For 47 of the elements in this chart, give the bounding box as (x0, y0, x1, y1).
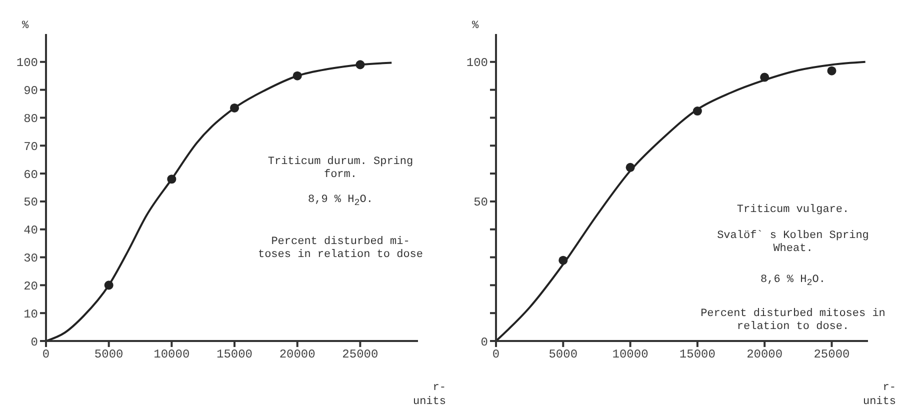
y-tick-label: 0 (480, 335, 488, 350)
point (104, 280, 114, 290)
y-tick-label: 20 (24, 279, 38, 294)
y-axis-title: % (22, 20, 29, 32)
annotation: 8,9 % H$_{2}$O. (307, 194, 374, 210)
x-tick-label: 20000 (746, 348, 783, 362)
x-tick-label: 25000 (342, 348, 378, 362)
x-tick-label: 0 (492, 348, 500, 362)
y-tick-label: 70 (24, 140, 38, 154)
x-axis-title: r-units (862, 381, 896, 409)
y-tick-label: 30 (24, 252, 38, 266)
point (292, 71, 302, 80)
point (356, 60, 365, 70)
x-tick-label: 10000 (612, 348, 648, 362)
x-tick-label: 10000 (154, 348, 190, 362)
annotation: 8,6 % H$_{2}$O. (760, 274, 826, 290)
x-tick-label: 5000 (548, 348, 578, 362)
annotation: Triticum durum. Spring form. (266, 156, 414, 182)
y-tick-label: 60 (24, 168, 38, 182)
annotation: Svalöf` s Kolben Spring Wheat. (716, 230, 870, 256)
x-tick-label: 15000 (216, 348, 253, 362)
x-tick-label: 25000 (814, 348, 850, 362)
annotation: Percent disturbed mi- toses in relation to dose (256, 236, 424, 262)
y-tick-label: 90 (24, 84, 38, 98)
point (760, 72, 770, 82)
y-axis-title: % (472, 20, 479, 32)
point (558, 256, 568, 265)
y-tick-label: 50 (24, 196, 38, 210)
x-axis-title: r-units (412, 381, 446, 409)
point (692, 106, 702, 116)
point (167, 174, 176, 184)
x-tick-label: 0 (42, 348, 50, 362)
x-tick-label: 20000 (279, 348, 316, 362)
x-tick-label: 5000 (94, 348, 124, 362)
annotation: Percent disturbed mitoses in relation to dose. (700, 308, 886, 334)
x-tick-label: 15000 (679, 348, 716, 362)
y-tick-label: 40 (24, 224, 38, 238)
y-tick-label: 100 (466, 56, 488, 70)
annotation: Triticum vulgare. (736, 204, 850, 217)
point (230, 103, 240, 112)
point (827, 66, 836, 76)
y-tick-label: 80 (24, 112, 38, 126)
y-tick-label: 0 (30, 335, 38, 350)
y-tick-label: 100 (16, 56, 38, 70)
point (626, 162, 635, 172)
y-tick-label: 50 (474, 196, 488, 210)
y-tick-label: 10 (24, 307, 38, 322)
